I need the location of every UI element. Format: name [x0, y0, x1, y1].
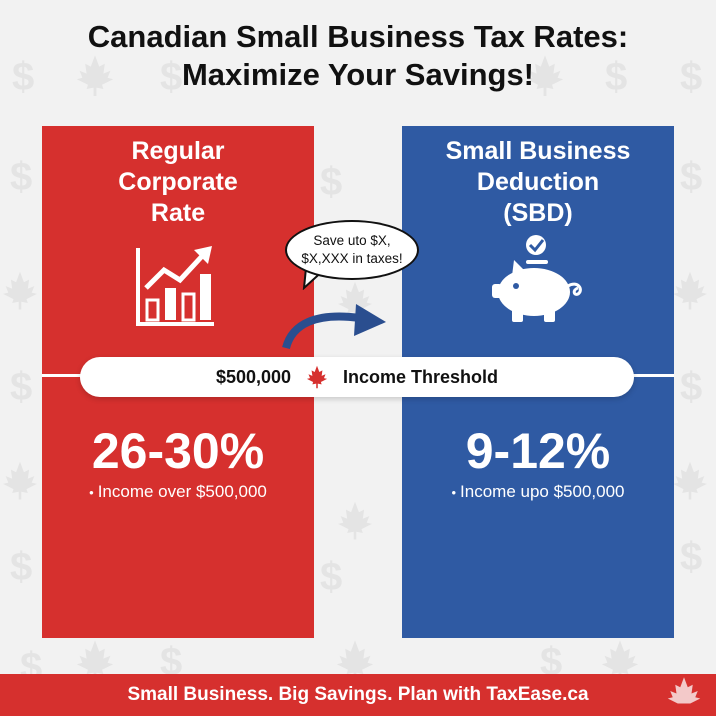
maple-leaf-icon [305, 365, 329, 389]
svg-text:$: $ [320, 555, 342, 599]
svg-text:$: $ [680, 535, 702, 579]
svg-text:$: $ [10, 365, 32, 409]
divider-line [614, 374, 674, 377]
heading-line: Corporate [118, 168, 238, 196]
growth-chart-icon [136, 246, 214, 326]
sbd-rate-detail-text: Income upo $500,000 [460, 482, 625, 501]
svg-text:$: $ [10, 155, 32, 199]
title-line-1: Canadian Small Business Tax Rates: [87, 19, 629, 54]
bullet: • [89, 485, 94, 500]
callout-line-2: $X,XXX in taxes! [301, 251, 403, 266]
maple-leaf-icon [666, 676, 702, 712]
regular-rate-heading: Regular Corporate Rate [42, 136, 314, 229]
heading-line: Deduction [476, 168, 600, 196]
sbd-rate-detail: • Income upo $500,000 [402, 482, 674, 502]
sbd-heading: Small Business Deduction (SBD) [402, 136, 674, 229]
bullet: • [451, 485, 457, 500]
svg-text:$: $ [320, 160, 342, 204]
threshold-label: Income Threshold [343, 366, 499, 387]
title-line-2: Maximize Your Savings! [181, 57, 535, 92]
page-title: Canadian Small Business Tax Rates: Maxim… [0, 18, 716, 94]
footer-banner: Small Business. Big Savings. Plan with T… [0, 674, 716, 716]
curved-arrow-icon [282, 304, 386, 350]
divider-line [42, 374, 102, 377]
heading-line: Rate [150, 199, 206, 227]
heading-line: (SBD) [503, 199, 573, 227]
threshold-amount: $500,000 [215, 366, 292, 387]
callout-line-1: Save uto $X, [313, 233, 391, 248]
footer-text: Small Business. Big Savings. Plan with T… [127, 684, 589, 705]
regular-rate-detail-text: Income over $500,000 [97, 482, 267, 501]
regular-rate-value: 26-30% [91, 423, 265, 479]
sbd-rate-value: 9-12% [465, 423, 611, 479]
regular-rate-detail: • Income over $500,000 [42, 482, 314, 502]
svg-text:$: $ [10, 545, 32, 589]
savings-callout-bubble: Save uto $X, $X,XXX in taxes! [285, 220, 419, 280]
income-threshold-bar: $500,000 Income Threshold [80, 357, 634, 397]
heading-line: Regular [131, 137, 225, 165]
piggy-bank-check-icon [492, 235, 582, 322]
heading-line: Small Business [445, 137, 631, 165]
svg-text:$: $ [680, 155, 702, 199]
svg-text:$: $ [680, 365, 702, 409]
